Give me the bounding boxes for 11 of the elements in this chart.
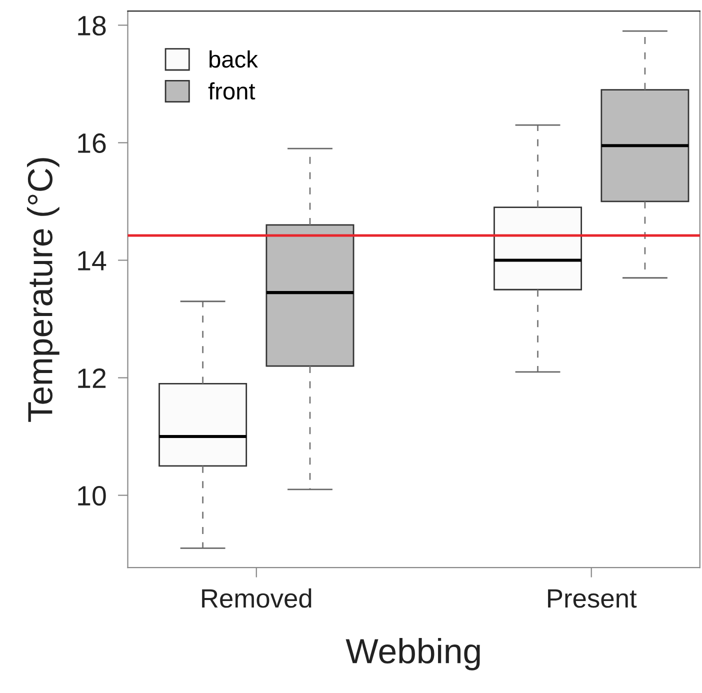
x-axis-title: Webbing	[346, 638, 480, 670]
x-tick-label: Removed	[202, 588, 312, 608]
y-tick-label: 12	[78, 368, 106, 388]
y-tick-label: 10	[78, 486, 106, 506]
y-tick-label: 18	[78, 16, 106, 36]
y-tick-label: 14	[78, 251, 106, 270]
y-axis-title: Temperature (°C)	[27, 158, 60, 422]
legend-label: back	[210, 50, 258, 68]
y-tick-label: 16	[78, 133, 106, 154]
x-tick-label: Present	[548, 589, 637, 608]
legend-label: front	[208, 82, 256, 100]
